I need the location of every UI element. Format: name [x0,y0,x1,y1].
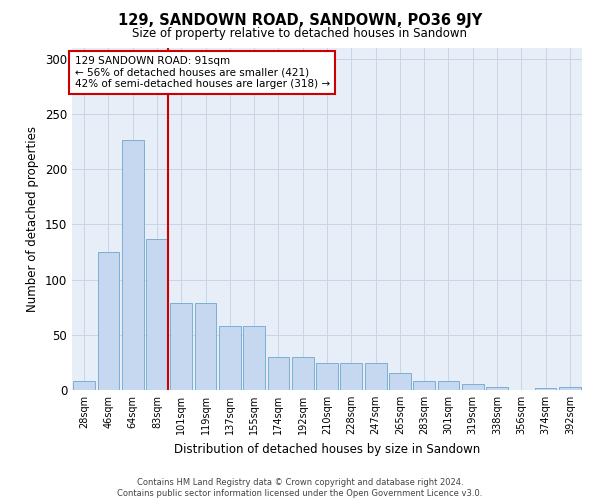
Bar [122,140,143,390]
Bar [413,381,435,390]
X-axis label: Distribution of detached houses by size in Sandown: Distribution of detached houses by size … [174,442,480,456]
Bar [316,364,338,390]
Bar [535,388,556,390]
Bar [243,326,265,390]
Bar [365,364,386,390]
Bar [194,302,217,390]
Text: 129 SANDOWN ROAD: 91sqm
← 56% of detached houses are smaller (421)
42% of semi-d: 129 SANDOWN ROAD: 91sqm ← 56% of detache… [74,56,329,90]
Text: 129, SANDOWN ROAD, SANDOWN, PO36 9JY: 129, SANDOWN ROAD, SANDOWN, PO36 9JY [118,12,482,28]
Bar [389,374,411,390]
Bar [486,386,508,390]
Bar [268,357,289,390]
Bar [462,384,484,390]
Bar [73,381,95,390]
Bar [437,381,460,390]
Bar [340,364,362,390]
Bar [146,238,168,390]
Bar [559,386,581,390]
Bar [170,302,192,390]
Text: Size of property relative to detached houses in Sandown: Size of property relative to detached ho… [133,28,467,40]
Y-axis label: Number of detached properties: Number of detached properties [26,126,40,312]
Bar [97,252,119,390]
Text: Contains HM Land Registry data © Crown copyright and database right 2024.
Contai: Contains HM Land Registry data © Crown c… [118,478,482,498]
Bar [292,357,314,390]
Bar [219,326,241,390]
